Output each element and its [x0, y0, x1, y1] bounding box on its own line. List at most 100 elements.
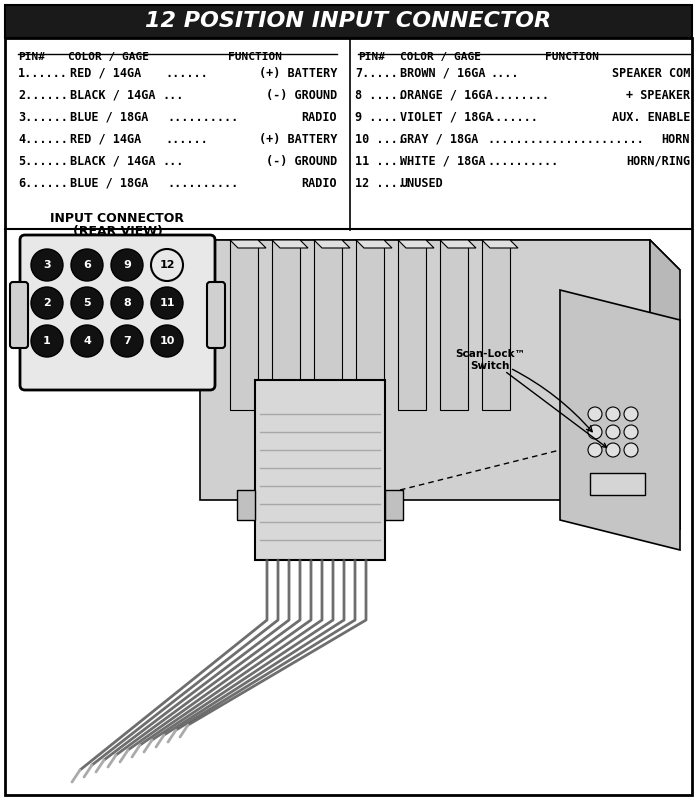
Text: 1: 1 [43, 336, 51, 346]
Text: 10: 10 [160, 336, 175, 346]
Text: ..........: .......... [487, 155, 558, 168]
Text: (+) BATTERY: (+) BATTERY [259, 133, 337, 146]
Text: RED / 14GA: RED / 14GA [70, 133, 141, 146]
Circle shape [31, 287, 63, 319]
Circle shape [111, 287, 143, 319]
Text: 11 .....: 11 ..... [355, 155, 412, 168]
Text: 12 .....: 12 ..... [355, 177, 412, 190]
Polygon shape [272, 240, 308, 248]
Text: 6: 6 [83, 260, 91, 270]
Text: 7: 7 [123, 336, 131, 346]
Circle shape [71, 249, 103, 281]
Polygon shape [650, 240, 680, 530]
Text: 5......: 5...... [18, 155, 68, 168]
Text: FUNCTION: FUNCTION [228, 52, 282, 62]
Circle shape [71, 325, 103, 357]
Text: 4: 4 [83, 336, 91, 346]
Circle shape [151, 325, 183, 357]
Text: 11: 11 [159, 298, 175, 308]
Text: 9 ....: 9 .... [355, 111, 398, 124]
Circle shape [111, 325, 143, 357]
Text: 2......: 2...... [18, 89, 68, 102]
FancyBboxPatch shape [5, 5, 692, 38]
Polygon shape [440, 240, 468, 410]
Text: RADIO: RADIO [301, 111, 337, 124]
Polygon shape [230, 240, 266, 248]
Polygon shape [482, 240, 510, 410]
Text: 5: 5 [83, 298, 91, 308]
Text: PIN#: PIN# [18, 52, 45, 62]
Circle shape [588, 443, 602, 457]
Text: PIN#: PIN# [358, 52, 385, 62]
Text: 9: 9 [123, 260, 131, 270]
FancyBboxPatch shape [207, 282, 225, 348]
Text: ...: ... [162, 89, 183, 102]
Text: Scan-Lock™
Switch: Scan-Lock™ Switch [455, 349, 606, 447]
Text: COLOR / GAGE: COLOR / GAGE [400, 52, 481, 62]
Circle shape [111, 249, 143, 281]
Circle shape [588, 407, 602, 421]
Circle shape [606, 425, 620, 439]
Text: ...: ... [162, 155, 183, 168]
Polygon shape [200, 240, 680, 270]
Text: UNUSED: UNUSED [400, 177, 443, 190]
Text: COLOR / GAGE: COLOR / GAGE [68, 52, 149, 62]
Circle shape [624, 407, 638, 421]
Polygon shape [200, 240, 650, 500]
Text: 8: 8 [123, 298, 131, 308]
Polygon shape [398, 240, 434, 248]
Text: GRAY / 18GA: GRAY / 18GA [400, 133, 478, 146]
Circle shape [71, 287, 103, 319]
Circle shape [31, 325, 63, 357]
Text: WHITE / 18GA: WHITE / 18GA [400, 155, 486, 168]
Text: 10 ....: 10 .... [355, 133, 405, 146]
Text: SPEAKER COM: SPEAKER COM [612, 67, 690, 80]
Text: 4......: 4...... [18, 133, 68, 146]
Circle shape [606, 407, 620, 421]
Text: ORANGE / 16GA: ORANGE / 16GA [400, 89, 493, 102]
Polygon shape [398, 240, 426, 410]
Text: ..........: .......... [167, 177, 238, 190]
Bar [590, 473, 645, 495]
Text: 3: 3 [43, 260, 51, 270]
Circle shape [151, 249, 183, 281]
Text: 3......: 3...... [18, 111, 68, 124]
Bar [255, 380, 385, 560]
Text: ......................: ...................... [487, 133, 644, 146]
Polygon shape [482, 240, 518, 248]
Text: .......: ....... [488, 111, 538, 124]
Polygon shape [356, 240, 392, 248]
Text: BROWN / 16GA: BROWN / 16GA [400, 67, 486, 80]
Text: 6......: 6...... [18, 177, 68, 190]
Text: RADIO: RADIO [301, 177, 337, 190]
Text: 8 .....: 8 ..... [355, 89, 405, 102]
Text: 12 POSITION INPUT CONNECTOR: 12 POSITION INPUT CONNECTOR [145, 11, 551, 31]
Polygon shape [356, 240, 384, 410]
Polygon shape [272, 240, 300, 410]
Text: 12: 12 [159, 260, 175, 270]
Circle shape [606, 443, 620, 457]
Circle shape [624, 443, 638, 457]
Text: RED / 14GA: RED / 14GA [70, 67, 141, 80]
Bar [237, 490, 255, 520]
Text: 1......: 1...... [18, 67, 68, 80]
Polygon shape [230, 240, 258, 410]
Bar [385, 490, 403, 520]
Text: ......: ...... [165, 133, 208, 146]
Text: AUX. ENABLE: AUX. ENABLE [612, 111, 690, 124]
Text: (-) GROUND: (-) GROUND [266, 89, 337, 102]
Text: FUNCTION: FUNCTION [545, 52, 599, 62]
Text: VIOLET / 18GA: VIOLET / 18GA [400, 111, 493, 124]
Text: HORN/RING: HORN/RING [626, 155, 690, 168]
Text: BLUE / 18GA: BLUE / 18GA [70, 177, 148, 190]
Polygon shape [560, 290, 680, 550]
Text: ......: ...... [165, 67, 208, 80]
Circle shape [31, 249, 63, 281]
Polygon shape [314, 240, 342, 410]
Text: HORN: HORN [661, 133, 690, 146]
Text: (REAR VIEW): (REAR VIEW) [72, 225, 162, 238]
Circle shape [588, 425, 602, 439]
Text: 7.....: 7..... [355, 67, 398, 80]
Polygon shape [440, 240, 476, 248]
Polygon shape [314, 240, 350, 248]
